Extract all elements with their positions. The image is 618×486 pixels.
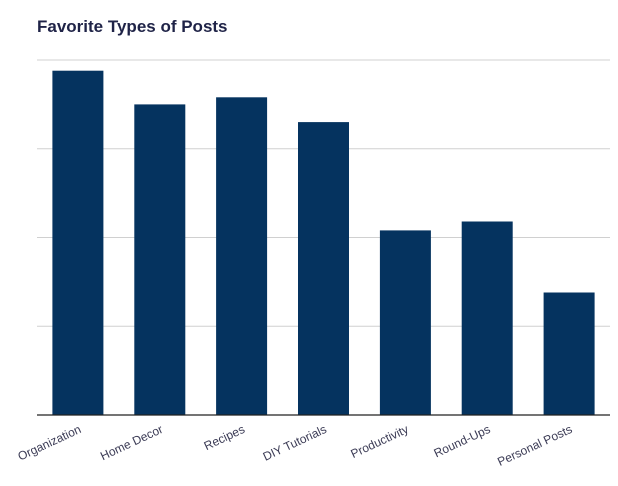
- x-tick-label: Recipes: [202, 422, 247, 453]
- bar-recipes: [216, 97, 268, 416]
- chart-title: Favorite Types of Posts: [37, 17, 228, 36]
- bar-organization: [52, 70, 104, 415]
- bar-productivity: [379, 230, 431, 415]
- bar-round-ups: [461, 221, 513, 415]
- bar-home-decor: [134, 104, 186, 416]
- x-tick-label: Productivity: [348, 422, 410, 461]
- bars: [52, 70, 595, 416]
- x-tick-label: Personal Posts: [495, 422, 574, 469]
- x-tick-label: Home Decor: [98, 422, 165, 463]
- x-tick-label: Round-Ups: [432, 422, 493, 460]
- bar-personal-posts: [543, 292, 595, 415]
- x-tick-label: Organization: [16, 422, 84, 463]
- bar-diy-tutorials: [298, 122, 349, 415]
- x-axis-tick-labels: Organization Home Decor Recipes DIY Tutoria…: [16, 422, 575, 469]
- x-tick-label: DIY Tutorials: [261, 422, 329, 464]
